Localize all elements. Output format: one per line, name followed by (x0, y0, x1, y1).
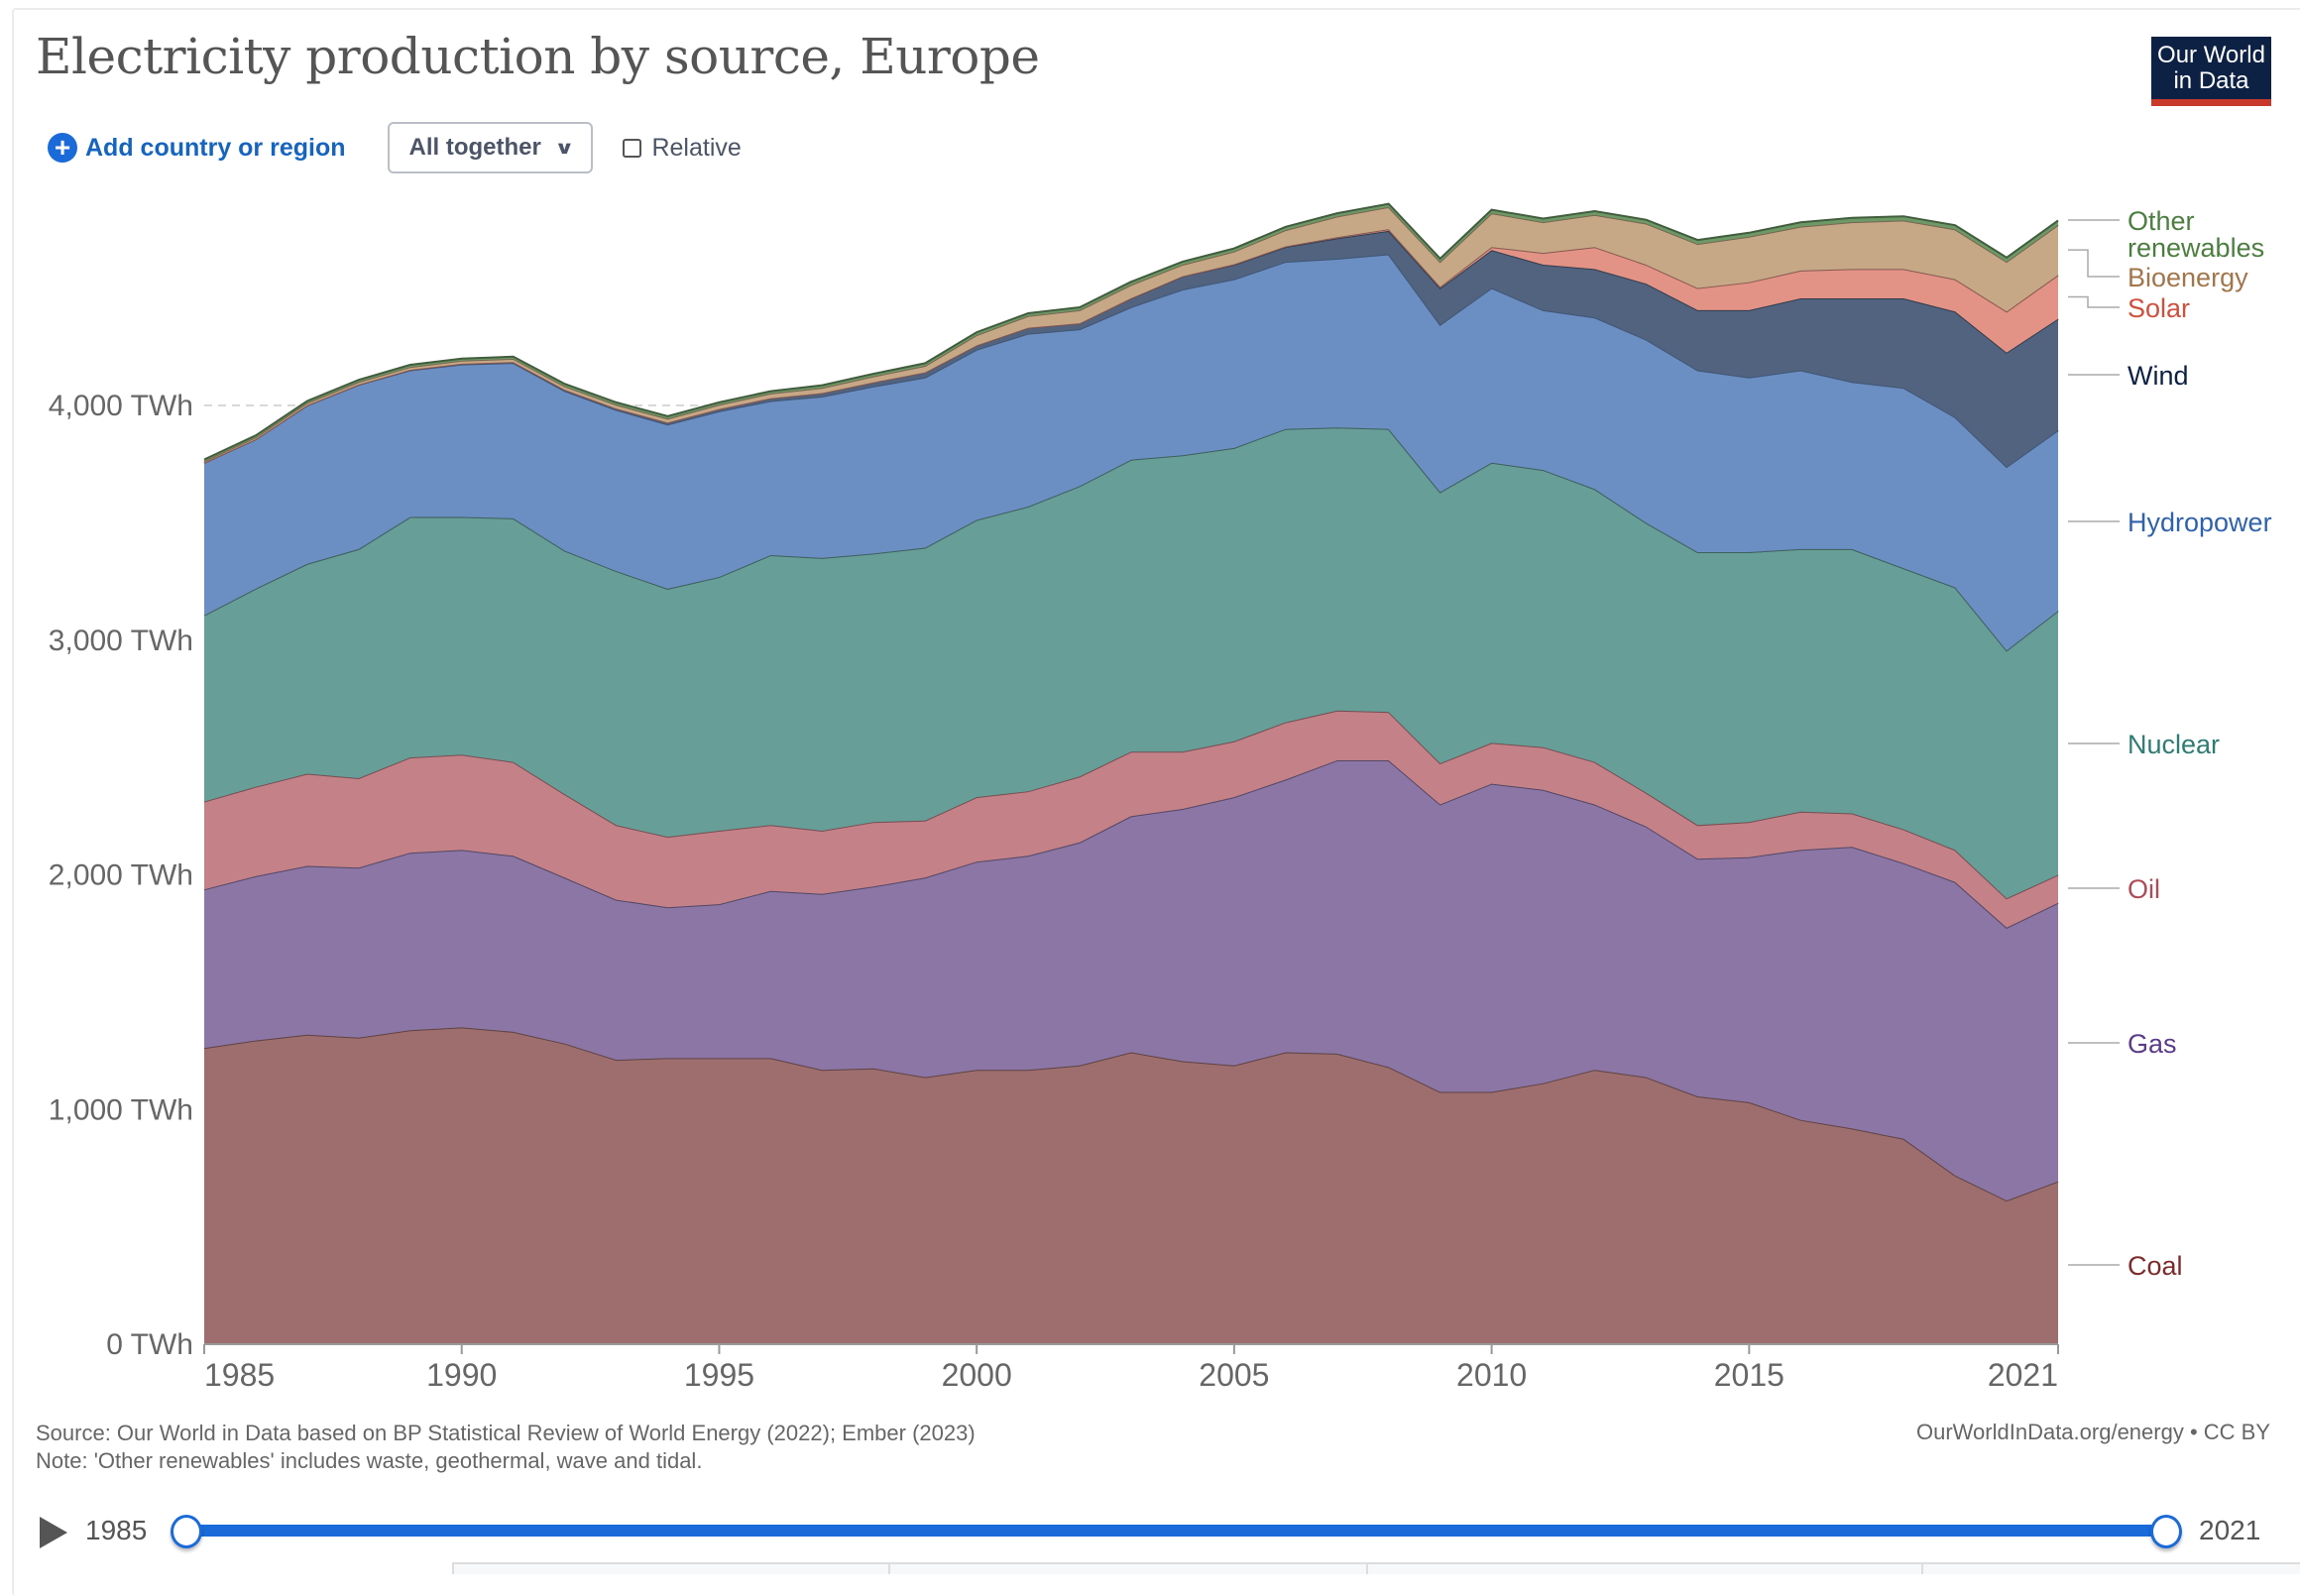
bottom-tab-strip (452, 1562, 2300, 1574)
source-text: Source: Our World in Data based on BP St… (36, 1421, 976, 1445)
area-oil[interactable] (204, 710, 2058, 928)
logo-line-2: in Data (2173, 67, 2249, 94)
tab-3[interactable] (1366, 1564, 1921, 1574)
stacked-area-chart: 0 TWh 1,000 TWh 2,000 TWh 3,000 TWh 4,000 TW… (49, 202, 2272, 1393)
y-axis: 0 TWh 1,000 TWh 2,000 TWh 3,000 TWh 4,000 TW… (49, 390, 193, 1361)
add-country-button[interactable]: + Add country or region (48, 133, 346, 163)
x-axis: 1985 1990 1995 2000 2005 2010 2015 2021 (203, 1343, 2059, 1393)
y-tick-label: 3,000 TWh (49, 625, 193, 657)
timeline-end-handle[interactable] (2150, 1515, 2182, 1548)
source-note: Source: Our World in Data based on BP St… (36, 1420, 976, 1475)
timeline-end-label: 2021 (2199, 1515, 2261, 1545)
area-nuclear[interactable] (204, 427, 2058, 899)
area-hydropower[interactable] (204, 254, 2058, 651)
area-layers (203, 202, 2059, 1344)
area-gas[interactable] (204, 760, 2058, 1201)
chart-controls: + Add country or region All together ∨ R… (48, 122, 742, 173)
legend: Coal Gas Oil Nuclear Hydropower Wind SolarBioe… (2068, 206, 2272, 1281)
play-icon[interactable] (40, 1517, 67, 1548)
x-tick-label: 1985 (204, 1357, 275, 1393)
timeline-start-label: 1985 (85, 1515, 148, 1545)
legend-connector (2068, 249, 2120, 278)
relative-checkbox[interactable] (623, 138, 642, 158)
stack-mode-value: All together (408, 134, 541, 161)
legend-label-other-renewables[interactable]: Other (2128, 206, 2195, 236)
legend-connector (2068, 295, 2120, 308)
relative-label: Relative (651, 133, 742, 162)
relative-toggle[interactable]: Relative (623, 133, 742, 163)
tab-4[interactable] (1920, 1564, 2300, 1574)
x-tick-label: 2021 (1988, 1357, 2058, 1393)
x-tick-label: 1995 (684, 1357, 754, 1393)
area-wind[interactable] (204, 230, 2058, 467)
add-country-label: Add country or region (85, 133, 346, 162)
y-tick-label: 4,000 TWh (49, 390, 193, 422)
legend-label-bioenergy[interactable]: Bioenergy (2128, 263, 2248, 292)
logo-accent-bar (2151, 99, 2271, 106)
area-bioenergy[interactable] (204, 206, 2058, 463)
source-link[interactable]: OurWorldInData.org/energy • CC BY (1916, 1420, 2270, 1444)
x-tick-label: 2010 (1456, 1357, 1527, 1393)
x-tick-label: 2015 (1714, 1357, 1784, 1393)
logo-line-1: Our World (2157, 42, 2265, 68)
area-coal[interactable] (204, 1027, 2058, 1344)
legend-label-gas[interactable]: Gas (2128, 1029, 2177, 1059)
y-tick-label: 2,000 TWh (49, 859, 193, 892)
chevron-down-icon: ∨ (553, 137, 575, 158)
timeline-track[interactable] (184, 1525, 2163, 1537)
chart-frame (12, 8, 2300, 1596)
y-tick-label: 0 TWh (106, 1328, 193, 1361)
timeline: 1985 2021 (40, 1511, 2280, 1556)
legend-label-hydropower[interactable]: Hydropower (2128, 508, 2272, 537)
tab-2[interactable] (888, 1564, 1366, 1574)
note-text: Note: 'Other renewables' includes waste,… (36, 1448, 703, 1473)
legend-label-coal[interactable]: Coal (2128, 1251, 2183, 1281)
owid-logo[interactable]: Our World in Data (2151, 37, 2271, 106)
x-tick-label: 2005 (1199, 1357, 1269, 1393)
chart-title: Electricity production by source, Europe (36, 28, 1040, 85)
y-tick-label: 1,000 TWh (49, 1093, 193, 1126)
legend-label-other-renewables-2[interactable]: renewables (2128, 233, 2264, 263)
tab-1[interactable] (452, 1564, 888, 1574)
x-tick-label: 2000 (942, 1357, 1012, 1393)
legend-label-oil[interactable]: Oil (2128, 874, 2160, 904)
plus-circle-icon: + (48, 133, 77, 163)
legend-label-solar[interactable]: Solar (2128, 293, 2190, 323)
x-tick-label: 1990 (426, 1357, 497, 1393)
legend-label-wind[interactable]: Wind (2128, 361, 2189, 391)
timeline-start-handle[interactable] (171, 1515, 202, 1548)
stack-mode-select[interactable]: All together ∨ (387, 122, 594, 173)
legend-label-nuclear[interactable]: Nuclear (2128, 730, 2220, 759)
area-edge-other-renewables (203, 202, 2059, 461)
